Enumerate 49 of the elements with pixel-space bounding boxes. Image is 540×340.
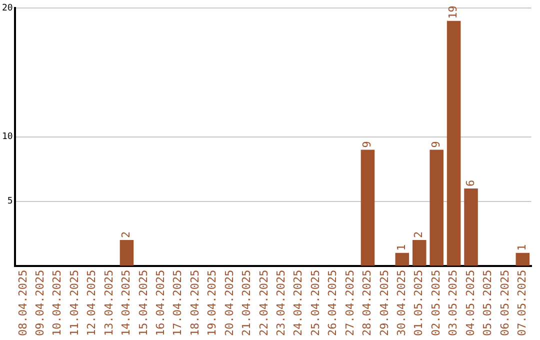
x-tick-label: 20.04.2025 [222, 270, 236, 336]
bar [395, 252, 410, 266]
x-tick-label: 28.04.2025 [360, 270, 374, 336]
x-tick-label: 26.04.2025 [326, 270, 340, 336]
x-tick-label: 08.04.2025 [16, 270, 30, 336]
bar [412, 240, 426, 266]
y-tick-label: 10 [2, 132, 13, 142]
bar [446, 20, 461, 266]
x-tick-label: 10.04.2025 [50, 270, 64, 336]
x-tick-label: 23.04.2025 [274, 270, 288, 336]
x-tick-label: 18.04.2025 [188, 270, 202, 336]
data-label: 9 [429, 141, 442, 148]
data-label: 6 [464, 180, 477, 186]
x-tick-label: 16.04.2025 [154, 270, 168, 336]
data-label: 2 [412, 231, 426, 238]
data-label: 9 [360, 141, 374, 148]
x-tick-label: 21.04.2025 [240, 270, 254, 336]
x-tick-label: 07.05.2025 [516, 270, 529, 336]
data-label: 19 [446, 6, 460, 19]
x-tick-label: 14.04.2025 [120, 270, 133, 336]
x-tick-label: 04.05.2025 [464, 270, 477, 336]
x-tick-label: 02.05.2025 [429, 270, 442, 336]
bar [360, 150, 375, 266]
x-tick-label: 05.05.2025 [481, 270, 494, 336]
data-label: 2 [120, 231, 133, 238]
x-tick-label: 17.04.2025 [171, 270, 184, 336]
x-tick-label: 11.04.2025 [68, 270, 81, 336]
x-tick-label: 01.05.2025 [412, 270, 426, 336]
bar [430, 150, 444, 266]
data-label: 1 [516, 244, 529, 251]
x-tick-label: 19.04.2025 [206, 270, 219, 336]
x-tick-label: 22.04.2025 [257, 270, 270, 336]
bar [120, 240, 134, 266]
x-tick-label: 25.04.2025 [308, 270, 322, 336]
x-tick-label: 15.04.2025 [136, 270, 150, 336]
x-tick-label: 13.04.2025 [102, 270, 116, 336]
x-tick-label: 30.04.2025 [395, 270, 408, 336]
bar [464, 188, 478, 266]
x-tick-label: 29.04.2025 [378, 270, 391, 336]
x-tick-label: 09.04.2025 [34, 270, 47, 336]
x-tick-label: 03.05.2025 [446, 270, 460, 336]
x-tick-label: 24.04.2025 [292, 270, 305, 336]
x-tick-label: 12.04.2025 [85, 270, 98, 336]
data-label: 1 [395, 244, 408, 251]
x-tick-label: 27.04.2025 [343, 270, 356, 336]
y-tick-label: 5 [7, 196, 13, 207]
bar [516, 252, 530, 266]
x-tick-label: 06.05.2025 [498, 270, 512, 336]
y-tick-label: 20 [2, 3, 13, 14]
